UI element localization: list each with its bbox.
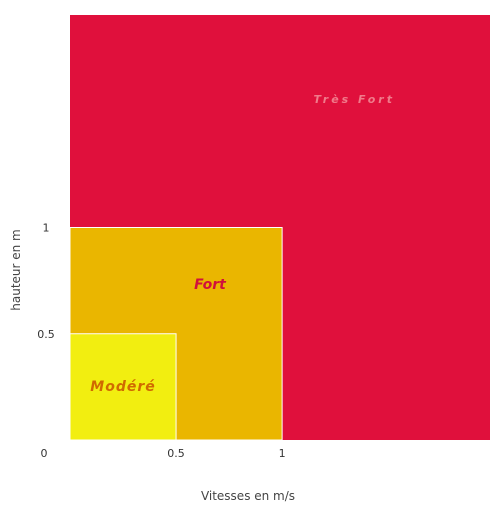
x-axis-label: Vitesses en m/s [201,489,295,503]
region-label-fort: Fort [194,277,227,293]
y-axis-label: hauteur en m [9,229,23,311]
x-tick-label: 0.5 [167,447,185,460]
x-tick-label: 0 [41,447,48,460]
y-tick-label: 1 [43,222,50,235]
region-label-modere: Modéré [90,379,155,395]
x-axis-ticks: 0 0.5 1 [41,447,286,460]
region-label-tres-fort: Très Fort [314,93,395,106]
y-tick-label: 0.5 [37,328,55,341]
y-axis-ticks: 0.51 [37,222,55,341]
region-modere [69,333,177,441]
region-labels: Très Fort Fort Modéré [90,93,395,395]
x-tick-label: 1 [279,447,286,460]
hazard-regions [69,15,490,441]
